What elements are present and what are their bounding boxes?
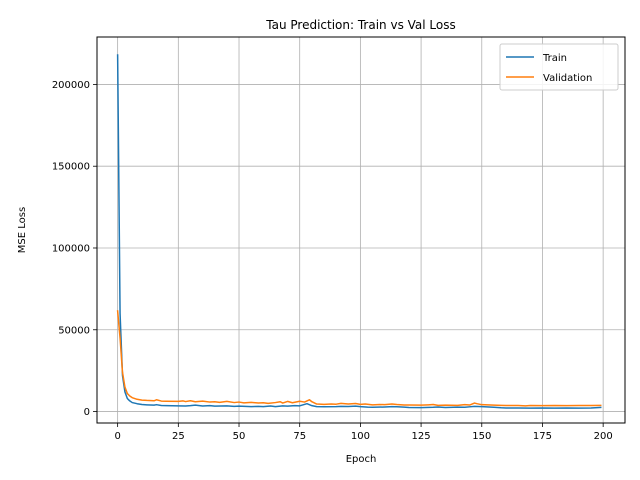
y-tick-label: 200000	[52, 80, 90, 91]
plot-frame	[96, 36, 626, 424]
y-axis-label: MSE Loss	[17, 207, 28, 253]
x-tick-label: 0	[114, 431, 120, 442]
y-tick-label: 0	[84, 407, 90, 418]
x-tick-label: 200	[594, 431, 613, 442]
x-tick-label: 150	[472, 431, 491, 442]
grid	[97, 37, 625, 423]
y-tick-label: 100000	[52, 243, 90, 254]
chart-title: Tau Prediction: Train vs Val Loss	[265, 18, 455, 32]
x-axis-label: Epoch	[346, 454, 377, 465]
series-line-validation	[116, 310, 602, 407]
legend-label-train: Train	[542, 53, 567, 64]
x-tick-label: 50	[233, 431, 246, 442]
y-tick-label: 150000	[52, 162, 90, 173]
series-line-train	[116, 54, 602, 409]
legend: Train Validation	[499, 43, 619, 91]
y-tick-label: 50000	[58, 325, 90, 336]
x-tick-label: 75	[293, 431, 306, 442]
legend-label-validation: Validation	[543, 73, 592, 84]
x-tick-label: 125	[412, 431, 431, 442]
legend-box	[499, 43, 619, 91]
x-tick-label: 175	[533, 431, 552, 442]
series-lines	[116, 54, 602, 409]
ticks: 0 25 50 75 100 125 150 175 200 0 50000 100000 150000…	[52, 80, 613, 442]
x-tick-label: 25	[172, 431, 185, 442]
x-tick-label: 100	[351, 431, 370, 442]
